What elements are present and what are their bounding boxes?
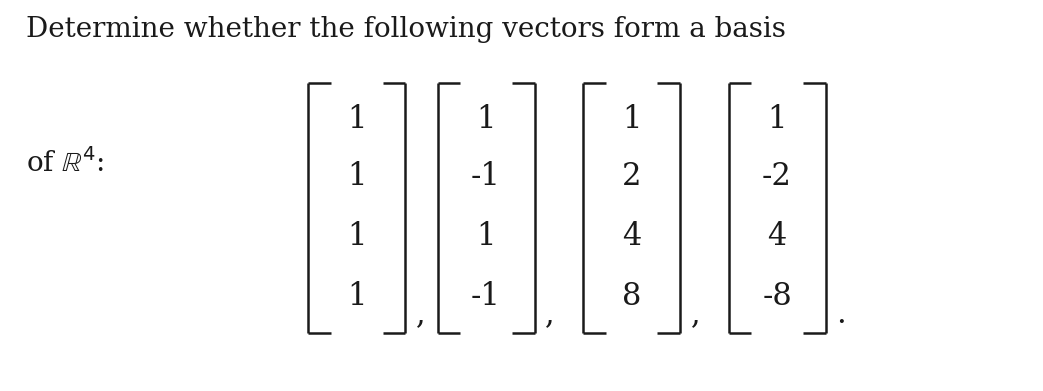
- Text: 1: 1: [622, 104, 641, 135]
- Text: 8: 8: [622, 281, 641, 312]
- Text: 1: 1: [347, 281, 366, 312]
- Text: ,: ,: [545, 300, 555, 330]
- Text: -2: -2: [762, 161, 792, 192]
- Text: 1: 1: [477, 221, 495, 252]
- Text: -8: -8: [762, 281, 792, 312]
- Text: 4: 4: [768, 221, 786, 252]
- Text: 1: 1: [347, 221, 366, 252]
- Text: .: .: [836, 300, 846, 330]
- Text: -1: -1: [471, 161, 501, 192]
- Text: 1: 1: [477, 104, 495, 135]
- Text: 1: 1: [347, 104, 366, 135]
- Text: 1: 1: [347, 161, 366, 192]
- Text: 1: 1: [768, 104, 786, 135]
- Text: 2: 2: [622, 161, 641, 192]
- Text: of $\mathbb{R}^4$:: of $\mathbb{R}^4$:: [26, 149, 104, 178]
- Text: -1: -1: [471, 281, 501, 312]
- Text: 4: 4: [622, 221, 641, 252]
- Text: ,: ,: [416, 300, 426, 330]
- Text: ,: ,: [690, 300, 700, 330]
- Text: Determine whether the following vectors form a basis: Determine whether the following vectors …: [26, 16, 786, 43]
